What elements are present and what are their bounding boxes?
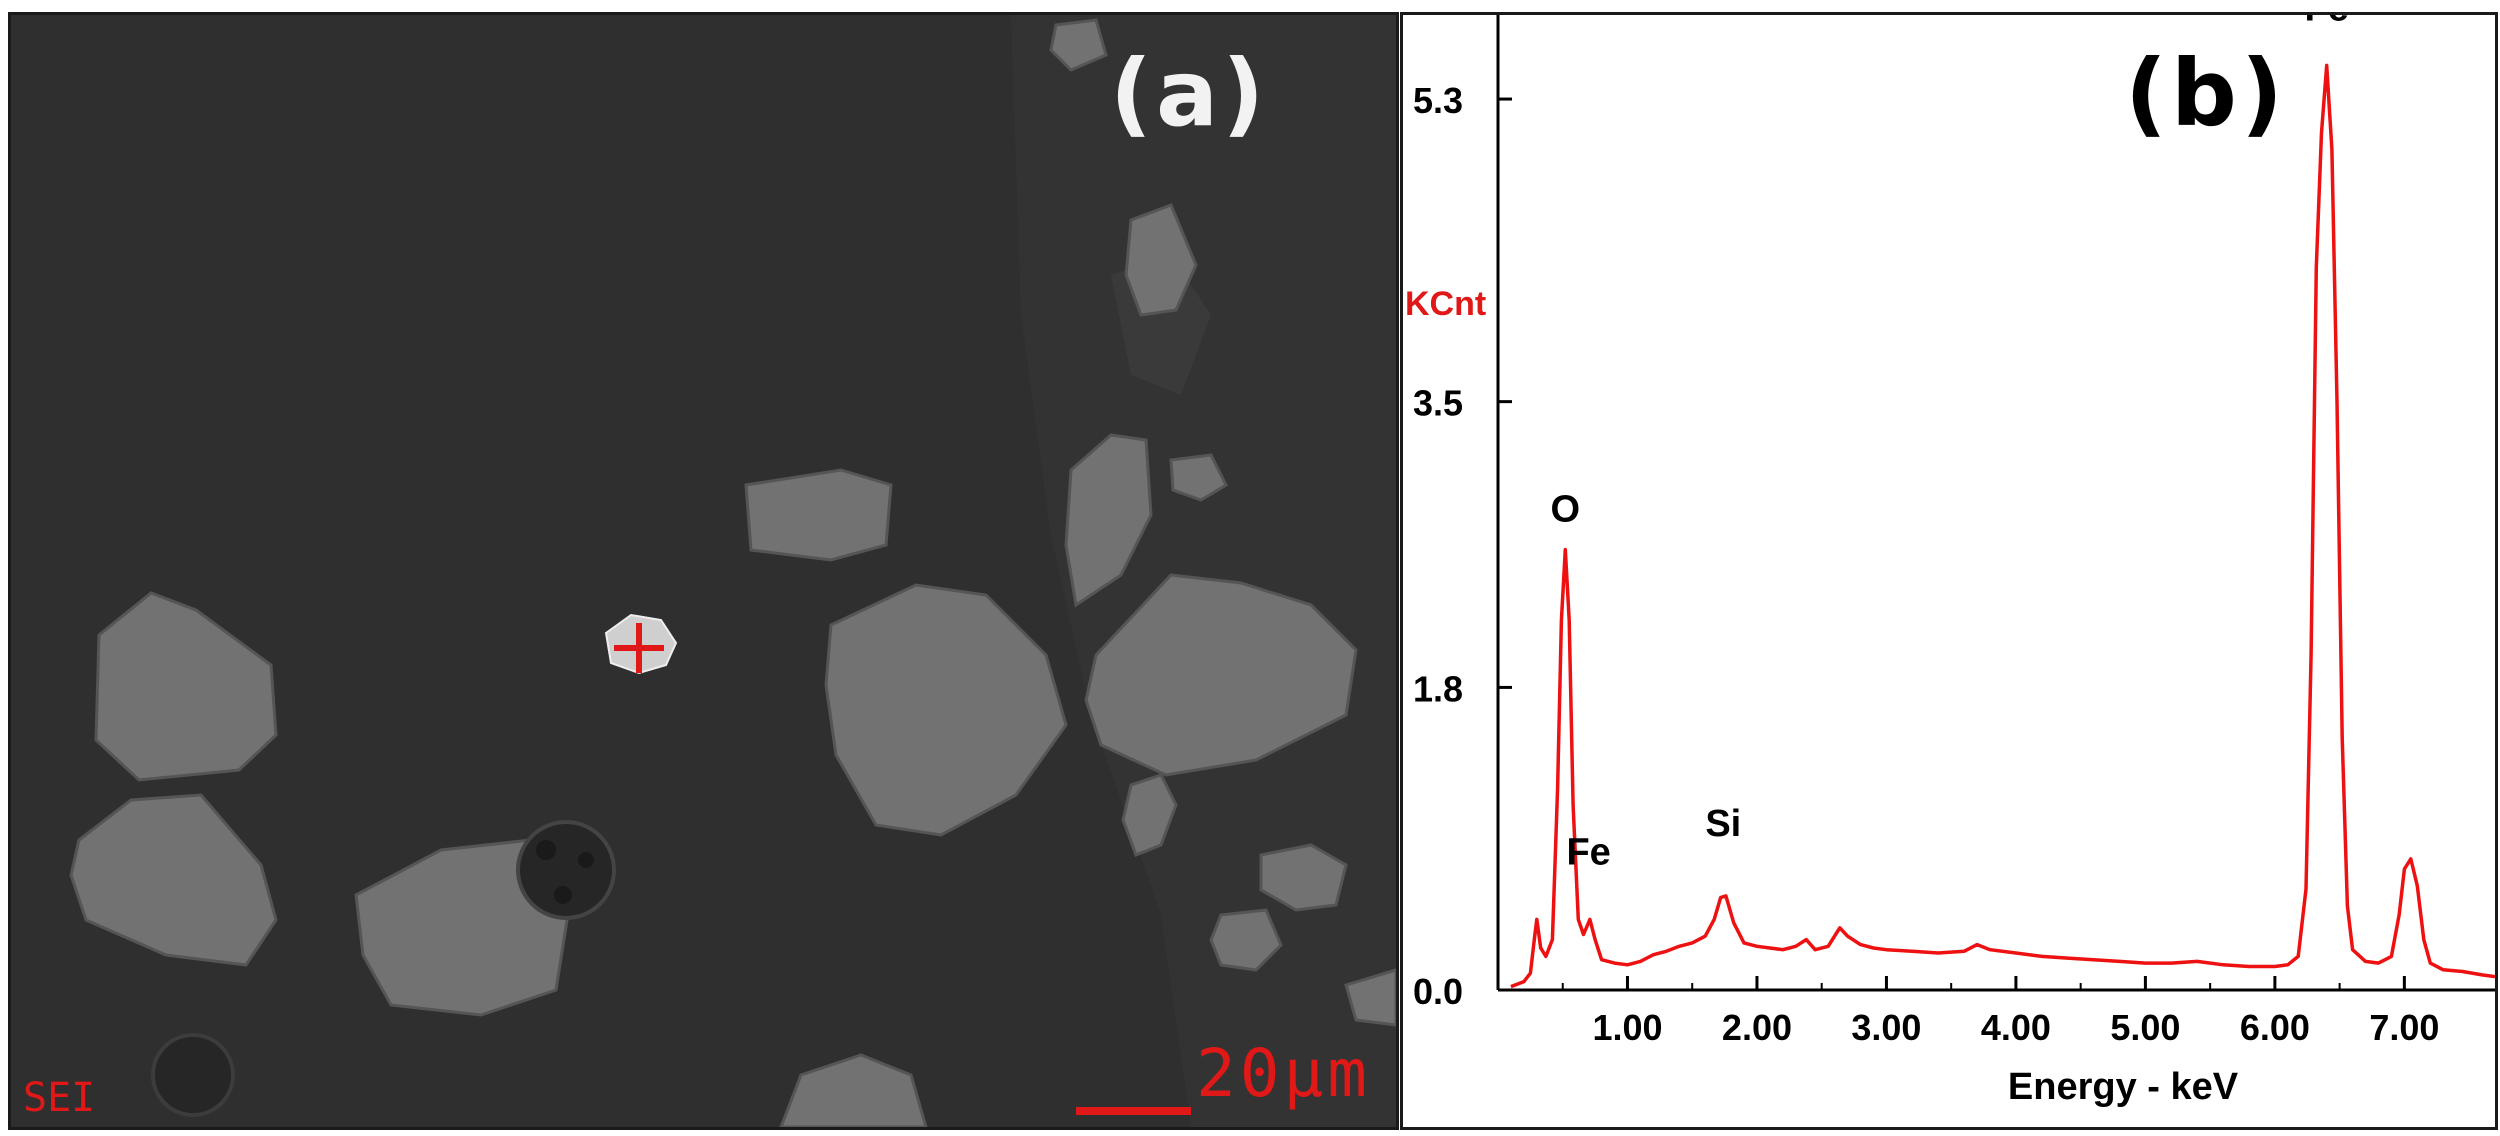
y-tick-label: 3.5 (1413, 383, 1463, 424)
eds-spectrum-chart: 0.0 1.8 3.5 5.3 KCnt 1.00 2.00 3.00 4.00 5.00 6.00… (1405, 15, 2495, 1108)
x-tick-label: 6.00 (2240, 1007, 2310, 1048)
particle (1344, 968, 1396, 1027)
scale-bar-line (1076, 1107, 1191, 1115)
particle (1084, 573, 1358, 777)
x-tick-label: 3.00 (1851, 1007, 1921, 1048)
particle (1259, 843, 1348, 912)
panel-a-label: (a) (1110, 40, 1269, 147)
scale-bar-label: 20μm (1196, 1035, 1371, 1112)
particle (1124, 203, 1198, 317)
x-tick-label: 4.00 (1981, 1007, 2051, 1048)
particle (1064, 433, 1153, 608)
particle (1169, 453, 1228, 502)
y-tick-label: 5.3 (1413, 80, 1463, 121)
particle (69, 793, 278, 967)
peak-label: O (1551, 489, 1581, 531)
y-axis-label: KCnt (1405, 285, 1486, 323)
spectrum-series-line (1510, 63, 2495, 989)
particle (779, 1053, 928, 1127)
peak-label: Fe (2304, 15, 2348, 30)
particle (1049, 18, 1108, 72)
particle (1121, 773, 1178, 857)
x-tick-label: 2.00 (1722, 1007, 1792, 1048)
dark-crater (151, 820, 616, 1117)
particle (824, 583, 1068, 837)
sem-image-panel: SEI 20μm (8, 12, 1399, 1130)
x-tick-label: 1.00 (1592, 1007, 1662, 1048)
analysis-point-marker (614, 623, 664, 673)
panel-b-label: (b) (2125, 40, 2287, 147)
peak-label: Fe (1566, 832, 1610, 874)
x-tick-label: 7.00 (2369, 1007, 2439, 1048)
particle (1209, 908, 1283, 972)
detector-label: SEI (23, 1075, 96, 1121)
particle (354, 838, 573, 1017)
x-axis-label: Energy - keV (2008, 1066, 2239, 1108)
sem-micrograph (11, 15, 1396, 1127)
eds-spectrum-panel: 0.0 1.8 3.5 5.3 KCnt 1.00 2.00 3.00 4.00 5.00 6.00… (1400, 12, 2498, 1130)
y-tick-label: 1.8 (1413, 668, 1463, 709)
peak-label: Si (1705, 803, 1741, 845)
x-tick-label: 5.00 (2110, 1007, 2180, 1048)
y-tick-label: 0.0 (1413, 971, 1463, 1012)
particles (69, 18, 1396, 1127)
particle (744, 468, 893, 562)
particle (94, 591, 278, 782)
